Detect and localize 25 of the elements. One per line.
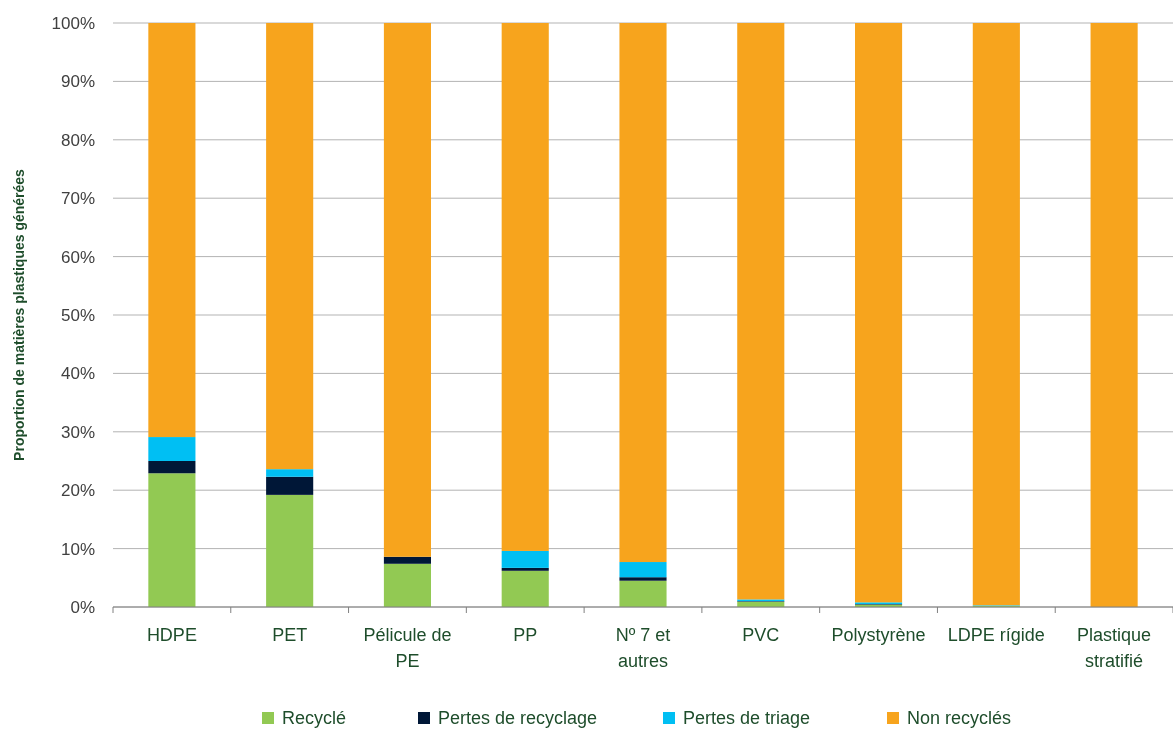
y-tick-label: 70% (60, 189, 95, 209)
x-tick-label: Polystyrène (831, 625, 926, 645)
x-tick-label: PP (513, 625, 538, 645)
y-tick-label: 0% (70, 597, 95, 617)
legend-label: Non recyclés (907, 708, 1012, 728)
y-tick-label: 60% (60, 247, 95, 267)
legend-label: Recyclé (282, 708, 347, 728)
x-tick-label: PVC (742, 625, 780, 645)
x-tick-label: PET (272, 625, 308, 645)
y-tick-label: 50% (60, 305, 95, 325)
x-tick-label: Pélicule de PE (363, 625, 452, 671)
legend-label: Pertes de recyclage (438, 708, 598, 728)
x-tick-label: LDPE rígide (947, 625, 1045, 645)
y-tick-label: 90% (60, 72, 95, 92)
y-tick-label: 100% (51, 13, 95, 33)
y-tick-label: 80% (60, 130, 95, 150)
x-tick-label: HDPE (146, 625, 197, 645)
y-tick-label: 30% (60, 422, 95, 442)
y-tick-label: 10% (60, 539, 95, 559)
legend-label: Pertes de triage (683, 708, 811, 728)
x-tick-label: Nº 7 et autres (615, 625, 671, 671)
y-tick-label: 20% (60, 481, 95, 501)
x-tick-label: Plastique stratifié (1077, 625, 1152, 671)
y-axis-title: Proportion de matières plastiques générées (11, 168, 27, 461)
y-tick-label: 40% (60, 364, 95, 384)
